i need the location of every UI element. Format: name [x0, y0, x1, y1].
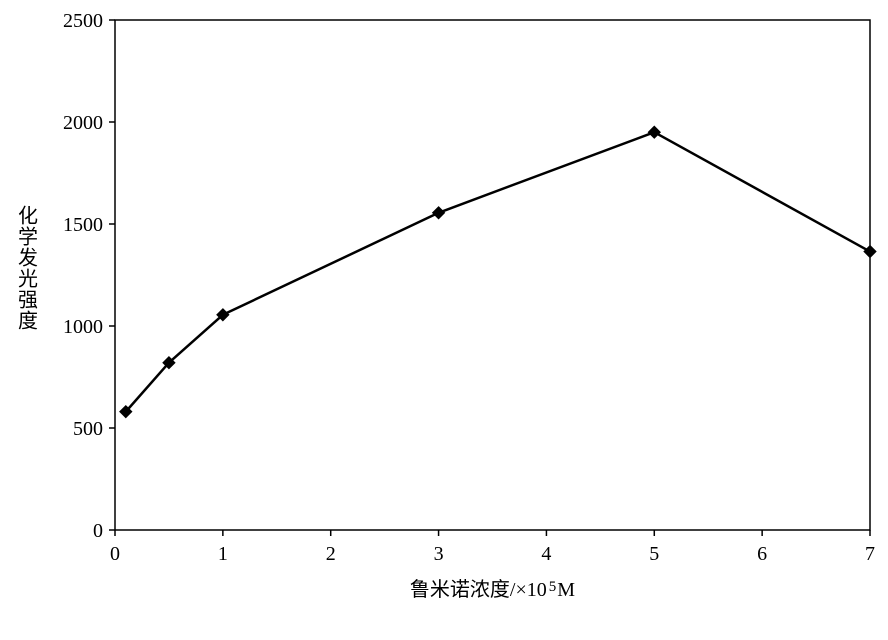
y-tick-label: 2500	[63, 10, 103, 32]
x-tick-label: 2	[326, 543, 336, 565]
y-axis-label: 化学发光强度	[18, 205, 38, 333]
x-tick-label: 5	[649, 543, 659, 565]
x-axis-label: 鲁米诺浓度/×105M	[410, 578, 575, 601]
x-tick-label: 0	[110, 543, 120, 565]
series-line	[126, 132, 870, 411]
x-tick-label: 4	[541, 543, 551, 565]
plot-border	[115, 20, 870, 530]
y-tick-label: 2000	[63, 112, 103, 134]
y-tick-label: 0	[93, 520, 103, 542]
y-tick-label: 1500	[63, 214, 103, 236]
data-marker	[864, 246, 876, 258]
x-tick-label: 3	[434, 543, 444, 565]
x-tick-label: 1	[218, 543, 228, 565]
data-marker	[433, 207, 445, 219]
chart-container: 0 1 2 3 4 5 6 7 0 500 1000 1500 2000 2500 鲁米诺浓度/×105M 化…	[0, 0, 888, 640]
data-marker	[648, 126, 660, 138]
x-tick-label: 6	[757, 543, 767, 565]
y-tick-label: 1000	[63, 316, 103, 338]
y-tick-label: 500	[73, 418, 103, 440]
x-tick-label: 7	[865, 543, 875, 565]
chart-svg: 0 1 2 3 4 5 6 7 0 500 1000 1500 2000 2500 鲁米诺浓度/×105M 化…	[0, 0, 888, 640]
